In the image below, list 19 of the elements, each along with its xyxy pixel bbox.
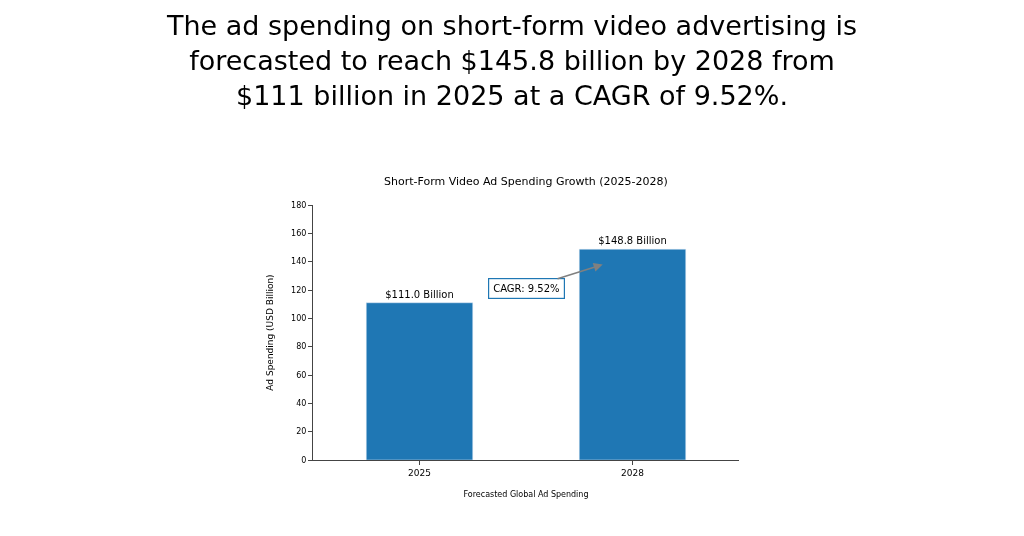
y-tick-label: 20: [296, 427, 307, 437]
y-tick-label: 80: [296, 342, 307, 352]
chart-subtitle: Short-Form Video Ad Spending Growth (2025-2028): [384, 175, 668, 188]
annotation: CAGR: 9.52%: [493, 283, 560, 295]
y-tick-label: 180: [291, 200, 307, 210]
x-tick-label: 2028: [621, 467, 645, 478]
y-tick-label: 100: [291, 314, 307, 324]
y-tick-label: 120: [291, 285, 307, 295]
y-tick-label: 60: [296, 370, 307, 380]
data-label: $111.0 Billion: [385, 288, 454, 300]
data-label: $148.8 Billion: [598, 235, 667, 247]
y-tick-label: 40: [296, 399, 307, 409]
x-axis-title: Forecasted Global Ad Spending: [463, 489, 589, 499]
y-tick-label: 140: [291, 257, 307, 267]
chart-title: The ad spending on short-form video advertising is forecasted to reach $145.8 billion by 2028 from $111 billion in 2025 at a CAGR of 9.52%.: [165, 9, 858, 112]
x-tick-label: 2025: [408, 467, 431, 478]
y-tick-label: 0: [301, 455, 307, 465]
y-tick-label: 160: [291, 229, 307, 239]
y-axis-title: Ad Spending (USD Billion): [265, 274, 276, 391]
